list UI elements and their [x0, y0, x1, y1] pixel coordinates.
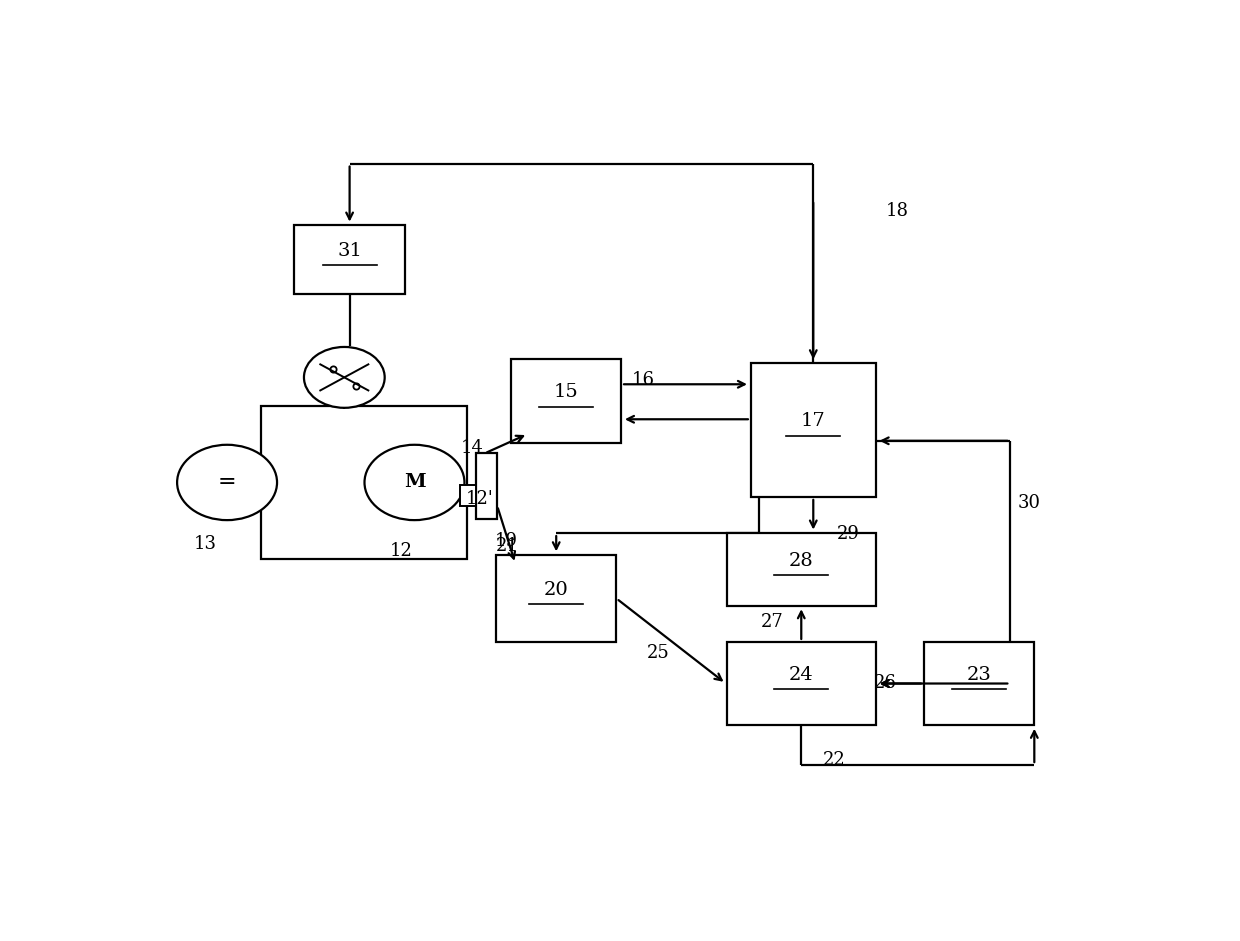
Text: 20: 20 — [544, 581, 569, 598]
Text: 18: 18 — [885, 201, 909, 220]
Text: 12': 12' — [465, 490, 494, 508]
Text: =: = — [218, 471, 237, 493]
Text: 29: 29 — [837, 525, 861, 543]
Text: 19: 19 — [495, 533, 518, 550]
Text: 26: 26 — [874, 674, 897, 692]
Text: 15: 15 — [553, 383, 578, 401]
Text: M: M — [404, 473, 425, 491]
Text: 16: 16 — [631, 371, 655, 389]
Text: 28: 28 — [789, 551, 813, 569]
Bar — [924, 642, 1034, 726]
Text: 27: 27 — [760, 614, 784, 631]
Text: 23: 23 — [967, 666, 992, 684]
Bar — [294, 225, 404, 294]
Text: 14: 14 — [460, 439, 484, 457]
Text: 22: 22 — [823, 751, 846, 769]
Text: 24: 24 — [789, 666, 813, 684]
Bar — [260, 407, 467, 559]
Text: 12: 12 — [389, 542, 413, 560]
Text: 25: 25 — [647, 644, 670, 662]
Text: 17: 17 — [801, 412, 826, 430]
Circle shape — [177, 445, 277, 520]
Text: 13: 13 — [193, 535, 217, 553]
Text: 31: 31 — [337, 242, 362, 260]
Text: 30: 30 — [1018, 494, 1040, 512]
Bar — [727, 642, 875, 726]
Bar — [460, 486, 476, 505]
Text: 21: 21 — [496, 537, 520, 555]
Bar — [476, 454, 497, 518]
Bar — [727, 534, 875, 606]
Bar — [496, 555, 616, 642]
Bar — [751, 363, 875, 497]
Circle shape — [365, 445, 465, 520]
Circle shape — [304, 347, 384, 407]
Bar — [511, 359, 621, 442]
